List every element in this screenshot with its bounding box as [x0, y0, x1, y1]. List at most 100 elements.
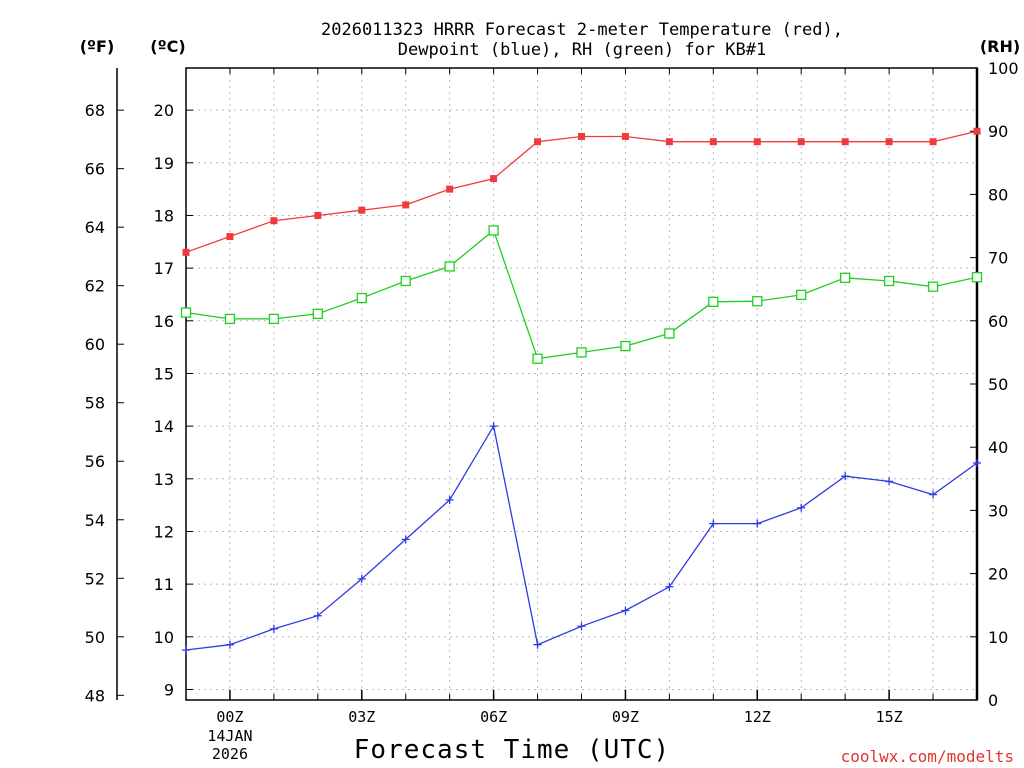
- temperature-point: [490, 175, 498, 183]
- rh-tick-label: 30: [988, 501, 1008, 520]
- celsius-tick-label: 15: [154, 364, 174, 383]
- x-tick-label: 09Z: [612, 708, 639, 726]
- rh-tick-label: 60: [988, 312, 1008, 331]
- dewpoint-point: [533, 640, 542, 649]
- x-axis-label: Forecast Time (UTC): [354, 735, 670, 765]
- x-date-label: 2026: [212, 745, 248, 763]
- temperature-point: [402, 201, 410, 209]
- temperature-point: [797, 138, 805, 146]
- rh-point: [444, 261, 455, 272]
- rh-point: [268, 313, 280, 325]
- x-tick-label: 12Z: [744, 708, 771, 726]
- temperature-point: [841, 138, 849, 146]
- fahrenheit-tick-label: 62: [85, 277, 105, 296]
- fahrenheit-tick-label: 54: [85, 511, 105, 530]
- rh-point: [488, 225, 499, 236]
- temperature-point: [182, 248, 190, 256]
- temperature-series-line: [185, 130, 978, 253]
- title-line-1: 2026011323 HRRR Forecast 2-meter Tempera…: [321, 20, 843, 40]
- temperature-point: [578, 132, 585, 140]
- fahrenheit-tick-label: 64: [85, 218, 105, 237]
- x-tick-label: 00Z: [216, 708, 243, 726]
- temperature-point: [534, 138, 542, 146]
- rh-point: [971, 272, 983, 283]
- fahrenheit-unit-label: (ºF): [80, 37, 115, 56]
- temperature-point: [885, 138, 893, 146]
- celsius-tick-label: 14: [154, 417, 174, 436]
- celsius-tick-label: 19: [154, 154, 174, 173]
- temperature-point: [621, 132, 629, 140]
- chart-title: 2026011323 HRRR Forecast 2-meter Tempera…: [321, 20, 843, 60]
- fahrenheit-tick-label: 50: [85, 628, 105, 647]
- temperature-point: [709, 138, 717, 146]
- celsius-tick-label: 11: [154, 575, 174, 594]
- axes: 9 10 11 12 13 14 15 16 17 18 19 20 48 50 52 54 56 58 60 62 6…: [85, 59, 1019, 763]
- fahrenheit-tick-label: 66: [85, 160, 105, 179]
- dewpoint-point: [225, 640, 234, 649]
- dewpoint-point: [621, 606, 630, 615]
- rh-tick-label: 10: [988, 628, 1008, 647]
- rh-tick-label: 20: [988, 565, 1008, 584]
- rh-unit-label: (RH): [980, 37, 1020, 56]
- x-tick-label: 15Z: [876, 708, 903, 726]
- rh-point: [796, 289, 807, 301]
- dewpoint-point: [841, 472, 850, 481]
- celsius-tick-label: 18: [154, 206, 174, 225]
- temperature-point: [358, 206, 366, 214]
- rh-tick-label: 50: [988, 375, 1008, 394]
- celsius-tick-label: 13: [154, 470, 174, 489]
- dewpoint-point: [929, 490, 938, 499]
- fahrenheit-tick-label: 60: [85, 335, 105, 354]
- rh-tick-label: 40: [988, 438, 1008, 457]
- rh-point: [224, 313, 236, 325]
- rh-point: [708, 296, 719, 307]
- fahrenheit-tick-label: 52: [85, 569, 105, 588]
- celsius-tick-label: 17: [154, 259, 174, 278]
- celsius-tick-label: 9: [164, 680, 174, 699]
- rh-tick-label: 80: [988, 185, 1008, 204]
- temperature-point: [665, 138, 673, 146]
- celsius-tick-label: 20: [154, 101, 174, 120]
- credit-label[interactable]: coolwx.com/modelts: [841, 747, 1014, 766]
- title-line-2: Dewpoint (blue), RH (green) for KB#1: [398, 40, 766, 60]
- dewpoint-point: [357, 574, 366, 583]
- x-tick-label: 03Z: [348, 708, 375, 726]
- temperature-point: [973, 127, 981, 135]
- rh-tick-label: 90: [988, 122, 1008, 141]
- dewpoint-point: [973, 459, 981, 467]
- grid: [186, 68, 977, 700]
- fahrenheit-tick-label: 58: [85, 394, 105, 413]
- celsius-tick-label: 12: [154, 522, 174, 541]
- dewpoint-point: [709, 519, 718, 528]
- dewpoint-point: [182, 645, 190, 654]
- celsius-tick-label: 16: [154, 312, 174, 331]
- rh-tick-label: 70: [988, 249, 1008, 268]
- dewpoint-point: [313, 611, 322, 620]
- celsius-tick-label: 10: [154, 628, 174, 647]
- temperature-point: [446, 185, 454, 193]
- dewpoint-point: [489, 422, 498, 431]
- rh-point: [883, 275, 895, 287]
- dewpoint-point: [885, 477, 894, 486]
- x-date-label: 14JAN: [207, 727, 252, 745]
- rh-tick-label: 0: [988, 691, 998, 710]
- rh-point: [620, 340, 631, 352]
- temperature-point: [226, 233, 234, 241]
- temperature-point: [753, 138, 761, 146]
- rh-point: [400, 275, 411, 287]
- temperature-point: [270, 217, 278, 225]
- celsius-unit-label: (ºC): [150, 37, 185, 56]
- rh-point: [664, 328, 675, 339]
- dewpoint-point: [401, 535, 410, 544]
- rh-point: [532, 353, 543, 364]
- fahrenheit-tick-label: 48: [85, 686, 105, 705]
- series-layer: [180, 127, 983, 654]
- rh-point: [576, 347, 587, 358]
- temperature-point: [929, 138, 937, 146]
- rh-point: [927, 281, 939, 292]
- fahrenheit-tick-label: 56: [85, 452, 105, 471]
- rh-tick-label: 100: [988, 59, 1019, 78]
- rh-point: [752, 296, 763, 307]
- x-tick-label: 06Z: [480, 708, 507, 726]
